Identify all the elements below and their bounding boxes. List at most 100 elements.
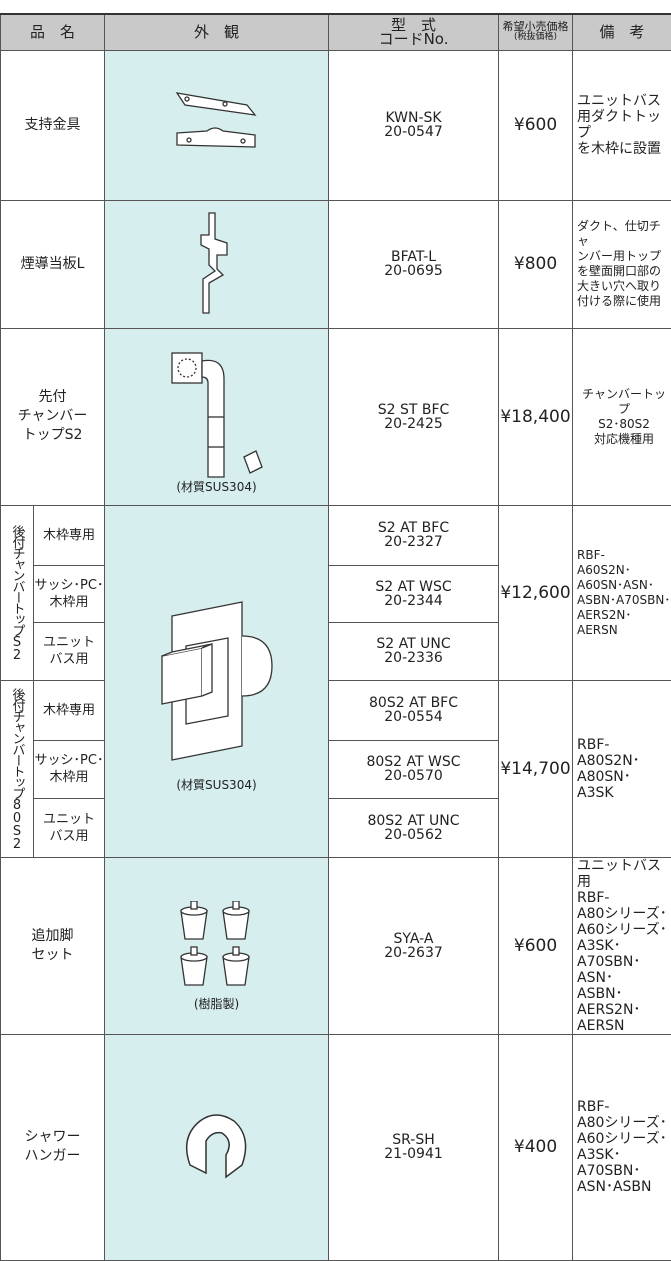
- text-line: シャワー: [24, 1129, 81, 1145]
- material: (材質SUS304): [176, 479, 257, 494]
- table-wrap: 品 名 外 観 型 式コードNo. 希望小売価格 (税抜価格) 備 考 支持金具 …: [0, 13, 671, 1261]
- model: S2 AT WSC 20-2344: [328, 564, 500, 623]
- text-line: ンバー用トップ: [577, 249, 662, 263]
- text-line: 80S2 AT UNC: [367, 812, 460, 829]
- text-line: AERSN: [577, 1017, 625, 1034]
- model: 80S2 AT UNC 20-0562: [328, 797, 500, 858]
- text-line: ASN･ASBN: [577, 1179, 652, 1195]
- text-line: 付ける際に使用: [577, 294, 662, 308]
- text-line: チャンバートップ: [582, 386, 666, 416]
- group-label: 後付チャンバートップ80S2: [0, 679, 34, 858]
- text-line: サッシ･PC･: [34, 577, 104, 593]
- text-line: A80シリーズ･: [577, 905, 667, 922]
- text-line: 支持金具: [24, 116, 81, 133]
- text-line: 80S2 AT WSC: [366, 754, 461, 770]
- text-line: サッシ･PC･: [34, 753, 104, 768]
- text-line: 用ダクトトップ: [577, 109, 662, 141]
- text-line: S2 AT BFC: [377, 520, 450, 536]
- notes: RBF- A60S2N･ A60SN･ASN･ ASBN･A70SBN･ AERS2N･…: [572, 504, 671, 681]
- text-line: A80シリーズ･: [577, 1115, 667, 1131]
- sub-name: 木枠専用: [32, 679, 106, 741]
- text-line: S2 ST BFC: [377, 401, 450, 418]
- model: S2 AT BFC 20-2327: [328, 504, 500, 566]
- material: (樹脂製): [193, 996, 240, 1011]
- appearance: [104, 199, 330, 329]
- hanger-illustration: [185, 1114, 246, 1179]
- text-line: を木枠に設置: [577, 141, 662, 157]
- text-line: 先付: [38, 389, 67, 405]
- text-line: SYA-A: [393, 930, 434, 947]
- notes: ユニットバス用 RBF- A80シリーズ･ A60シリーズ･ A3SK･ A70SBN･A…: [572, 856, 671, 1035]
- text-line: ASBN･A70SBN･: [577, 592, 671, 607]
- price: ¥18,400: [498, 327, 574, 506]
- name: 追加脚 セット: [0, 856, 106, 1035]
- appearance: [104, 1033, 330, 1261]
- plate-illustration: [199, 212, 228, 314]
- text-line: ユニットバス: [577, 93, 662, 109]
- text-line: を壁面開口部の: [577, 264, 662, 278]
- model: SR-SH 21-0941: [328, 1033, 500, 1261]
- text-line: 追加脚: [31, 927, 74, 944]
- text-line: RBF-: [577, 736, 610, 753]
- notes: ユニットバス 用ダクトトップ を木枠に設置: [572, 49, 671, 201]
- text-line: A60SN･ASN･: [577, 577, 654, 592]
- appearance: (樹脂製): [104, 856, 330, 1035]
- text-line: S2 AT UNC: [376, 636, 451, 652]
- text-line: A60シリーズ･: [577, 921, 667, 938]
- text-line: 対応機種用: [594, 431, 655, 446]
- model: 80S2 AT BFC 20-0554: [328, 679, 500, 741]
- sub-name: 木枠専用: [32, 504, 106, 566]
- model: S2 ST BFC 20-2425: [328, 327, 500, 506]
- text-line: 木枠用: [49, 770, 89, 785]
- text-line: 20-2425: [384, 415, 443, 432]
- sub-name: ユニット バス用: [32, 797, 106, 858]
- text-line: A80SN･: [577, 768, 631, 785]
- text-line: 20-2344: [384, 592, 443, 609]
- text-line: トップS2: [22, 427, 83, 443]
- text-line: SR-SH: [392, 1132, 435, 1148]
- notes: RBF- A80シリーズ･ A60シリーズ･ A3SK･A70SBN･ ASN･ASBN: [572, 1033, 671, 1261]
- text-line: 20-0562: [384, 826, 443, 843]
- name: 支持金具: [0, 49, 106, 201]
- text-line: 80S2 AT BFC: [369, 695, 458, 711]
- text-line: BFAT-L: [391, 249, 436, 265]
- text-line: A3SK: [577, 784, 614, 801]
- top-illustration: [170, 351, 263, 478]
- header-price-line: (税抜価格): [514, 32, 558, 43]
- name: シャワー ハンガー: [0, 1033, 106, 1261]
- appearance: (材質SUS304): [104, 327, 330, 506]
- appearance: [104, 49, 330, 201]
- text-line: S2･80S2: [598, 416, 650, 431]
- notes: チャンバートップ S2･80S2 対応機種用: [572, 327, 671, 506]
- text-line: ユニットバス用: [577, 857, 662, 890]
- name: 煙導当板L: [0, 199, 106, 329]
- header-model-line: 型 式: [391, 16, 437, 35]
- group-label: 後付チャンバートップS2: [0, 504, 34, 681]
- model: KWN-SK 20-0547: [328, 49, 500, 201]
- name: 先付チャンバートップS2: [0, 327, 106, 506]
- text-line: 20-0547: [384, 124, 443, 140]
- header-model-line: コードNo.: [378, 30, 449, 49]
- bracket-illustration: [175, 92, 257, 148]
- price: ¥600: [498, 856, 574, 1035]
- text-line: RBF-: [577, 1099, 610, 1115]
- text-line: 木枠専用: [43, 527, 96, 543]
- legs-illustration: [179, 900, 250, 986]
- model: BFAT-L 20-0695: [328, 199, 500, 329]
- sub-name: サッシ･PC･ 木枠用: [32, 564, 106, 623]
- notes: RBF- A80S2N･ A80SN･ A3SK: [572, 679, 671, 858]
- text-line: 21-0941: [384, 1146, 443, 1162]
- header-notes: 備 考: [572, 13, 671, 51]
- text-line: ユニット: [43, 811, 96, 827]
- text-line: セット: [31, 946, 74, 963]
- text-line: 20-2327: [384, 534, 443, 550]
- header-appearance: 外 観: [104, 13, 330, 51]
- text-line: チャンバー: [17, 408, 88, 424]
- model: SYA-A 20-2637: [328, 856, 500, 1035]
- text-line: RBF-: [577, 889, 610, 906]
- text-line: ダクト、仕切チャ: [577, 219, 661, 248]
- price: ¥800: [498, 199, 574, 329]
- header-model: 型 式コードNo.: [328, 13, 500, 51]
- appearance: (材質SUS304): [104, 504, 330, 858]
